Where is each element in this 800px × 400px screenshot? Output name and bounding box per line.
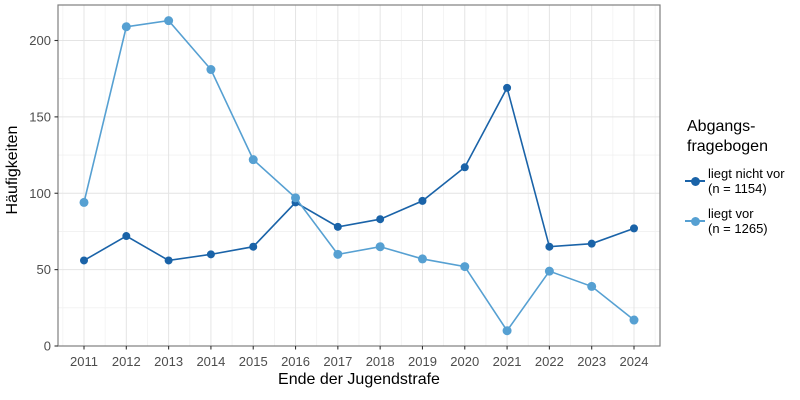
x-tick-label: 2016: [281, 354, 310, 369]
x-tick-label: 2024: [620, 354, 649, 369]
data-point-2019-series-0: [418, 196, 427, 205]
data-point-2014-series-0: [206, 250, 215, 259]
data-point-2013-series-0: [164, 256, 173, 265]
legend-item-liegt-nicht-vor: liegt nicht vor (n = 1154): [685, 166, 799, 196]
y-tick-label: 50: [37, 262, 51, 277]
data-point-2024-series-0: [630, 224, 638, 233]
x-tick-label: 2012: [112, 354, 141, 369]
data-point-2014-series-1: [206, 65, 216, 75]
y-tick-label: 100: [29, 186, 51, 201]
legend-key-light-icon: [685, 216, 705, 227]
data-point-2015-series-0: [249, 242, 258, 251]
data-point-2021-series-1: [502, 326, 512, 336]
legend-item-liegt-vor: liegt vor (n = 1265): [685, 206, 799, 236]
legend-label-line1: liegt vor: [708, 206, 754, 221]
y-tick-label: 0: [44, 339, 51, 354]
data-point-2020-series-1: [460, 262, 470, 272]
data-point-2017-series-0: [333, 222, 342, 231]
data-point-2015-series-1: [248, 155, 258, 165]
panel-border: [57, 4, 661, 347]
legend: Abgangs- fragebogen liegt nicht vor (n =…: [685, 117, 799, 246]
y-tick-label: 200: [29, 33, 51, 48]
y-axis-title: Häufigkeiten: [4, 125, 21, 215]
data-point-2023-series-0: [587, 239, 596, 248]
data-point-2012-series-1: [121, 22, 131, 32]
legend-label-line1: liegt nicht vor: [708, 166, 785, 181]
data-point-2020-series-0: [460, 163, 469, 172]
x-tick-label: 2020: [450, 354, 479, 369]
legend-label-line2: (n = 1154): [708, 181, 767, 196]
data-point-2013-series-1: [164, 16, 174, 26]
legend-title-line2: fragebogen: [687, 138, 768, 155]
x-tick-label: 2015: [239, 354, 268, 369]
x-tick-label: 2018: [366, 354, 395, 369]
x-tick-label: 2021: [493, 354, 522, 369]
x-tick-label: 2019: [408, 354, 437, 369]
data-point-2023-series-1: [587, 281, 597, 291]
data-point-2022-series-0: [545, 242, 554, 251]
legend-label-line2: (n = 1265): [708, 221, 768, 236]
data-point-2024-series-1: [629, 315, 639, 325]
data-point-2021-series-0: [503, 83, 512, 92]
data-point-2018-series-1: [375, 242, 385, 252]
legend-key-dark-icon: [685, 176, 705, 187]
x-tick-label: 2023: [577, 354, 606, 369]
x-axis-title: Ende der Jugendstrafe: [278, 371, 440, 388]
data-point-2011-series-1: [79, 197, 89, 207]
series-line-0: [83, 85, 635, 262]
data-point-2019-series-1: [417, 254, 427, 264]
data-point-2012-series-0: [122, 232, 131, 241]
x-tick-label: 2022: [535, 354, 564, 369]
legend-marker-dot: [690, 176, 700, 186]
legend-marker-dot: [690, 216, 700, 226]
x-tick-label: 2013: [154, 354, 183, 369]
x-tick-label: 2011: [70, 354, 98, 369]
data-point-2017-series-1: [333, 249, 343, 259]
legend-item-label: liegt nicht vor (n = 1154): [708, 166, 785, 196]
x-tick-label: 2017: [323, 354, 352, 369]
data-point-2022-series-1: [544, 266, 554, 276]
y-tick-label: 150: [29, 109, 51, 124]
x-tick-label: 2014: [196, 354, 225, 369]
legend-title-line1: Abgangs-: [687, 118, 756, 135]
data-point-2011-series-0: [80, 256, 88, 265]
data-point-2018-series-0: [376, 215, 385, 224]
legend-item-label: liegt vor (n = 1265): [708, 206, 768, 236]
data-point-2016-series-1: [291, 193, 301, 203]
series-line-1: [83, 19, 635, 333]
legend-title: Abgangs- fragebogen: [687, 117, 799, 157]
